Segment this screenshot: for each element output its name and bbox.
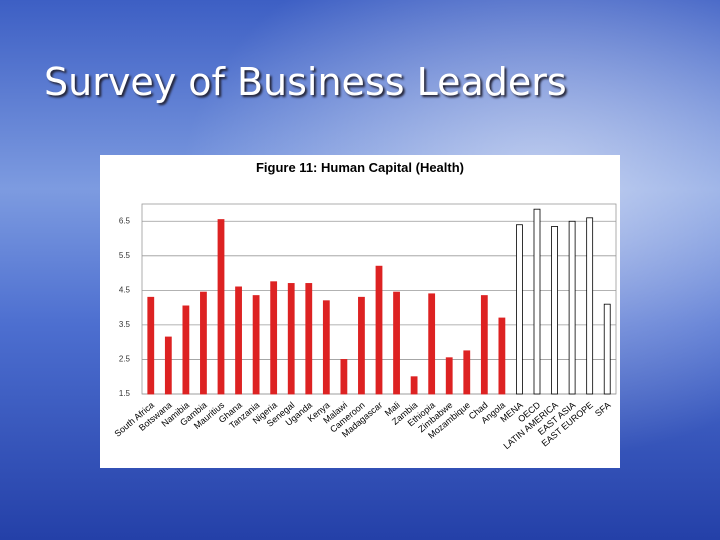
bar xyxy=(568,220,576,395)
bar xyxy=(586,217,594,395)
bar xyxy=(217,219,225,395)
bar xyxy=(375,265,383,395)
y-tick-label: 2.5 xyxy=(119,355,131,364)
y-tick-label: 3.5 xyxy=(119,320,131,329)
y-tick-label: 5.5 xyxy=(119,251,131,260)
bar xyxy=(393,291,400,395)
bar xyxy=(533,208,541,395)
bar xyxy=(463,350,471,395)
bar xyxy=(270,281,278,395)
bar xyxy=(516,224,523,395)
slide-title: Survey of Business Leaders xyxy=(44,60,567,104)
bar xyxy=(147,296,155,395)
bar xyxy=(410,376,418,395)
bar xyxy=(480,295,488,395)
bar xyxy=(252,295,260,395)
bar xyxy=(200,291,207,395)
bar xyxy=(340,359,348,395)
bar xyxy=(603,303,611,395)
chart-title: Figure 11: Human Capital (Health) xyxy=(256,160,464,175)
bar xyxy=(305,283,313,395)
y-tick-label: 6.5 xyxy=(119,216,131,225)
bar xyxy=(445,357,453,395)
bar xyxy=(551,226,558,395)
bar xyxy=(498,317,506,395)
bar xyxy=(428,293,436,395)
bar xyxy=(358,296,365,395)
bar xyxy=(182,305,190,395)
bar xyxy=(235,286,242,395)
bar xyxy=(164,336,172,395)
y-tick-label: 4.5 xyxy=(119,285,131,294)
y-tick-label: 1.5 xyxy=(119,389,131,398)
bar xyxy=(322,300,330,395)
bar xyxy=(287,283,295,395)
